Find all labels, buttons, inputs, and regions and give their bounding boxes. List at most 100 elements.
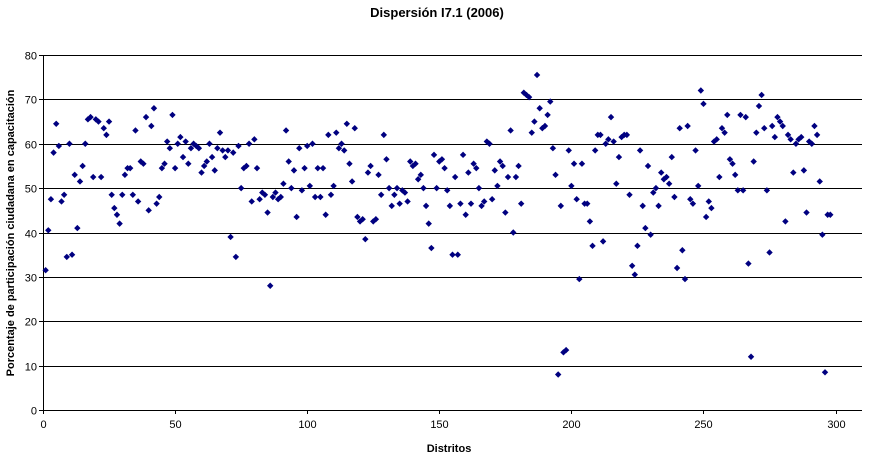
- data-point: [293, 213, 300, 221]
- data-point: [227, 233, 234, 241]
- data-point: [82, 140, 89, 147]
- ytick-label-70: 70: [25, 95, 37, 107]
- xtick-label-200: 200: [562, 419, 580, 431]
- data-point: [473, 164, 480, 172]
- data-point: [208, 153, 216, 161]
- data-point: [417, 171, 424, 179]
- data-point: [47, 196, 55, 203]
- data-point: [716, 173, 723, 181]
- xtick-label-300: 300: [827, 419, 845, 431]
- data-point: [710, 138, 718, 145]
- data-point: [599, 238, 607, 245]
- data-point: [827, 211, 834, 218]
- data-point: [819, 231, 826, 238]
- ytick-label-20: 20: [25, 317, 37, 329]
- data-point: [658, 169, 665, 176]
- data-point: [372, 215, 380, 223]
- data-point: [737, 111, 744, 119]
- data-point: [576, 275, 583, 283]
- data-point: [97, 173, 105, 181]
- data-point: [695, 182, 702, 190]
- data-point: [103, 131, 110, 139]
- data-point: [66, 140, 73, 147]
- data-point: [803, 209, 810, 216]
- data-point: [774, 113, 781, 121]
- data-point: [150, 105, 158, 112]
- data-point: [375, 171, 382, 179]
- data-point: [351, 125, 358, 132]
- data-point: [158, 164, 166, 172]
- data-point: [288, 184, 295, 192]
- data-point: [74, 224, 81, 232]
- data-point: [499, 162, 506, 170]
- data-point: [554, 371, 562, 378]
- data-point: [610, 138, 617, 145]
- data-point: [169, 111, 176, 119]
- data-point: [55, 142, 63, 150]
- data-point: [470, 160, 477, 167]
- data-point: [348, 178, 356, 185]
- data-point: [750, 158, 757, 165]
- data-point: [428, 244, 435, 252]
- data-point: [235, 142, 242, 150]
- data-point: [166, 144, 174, 152]
- data-point: [808, 140, 816, 147]
- data-point: [475, 184, 483, 192]
- data-point: [399, 187, 406, 194]
- data-point: [451, 173, 459, 181]
- data-point: [663, 173, 670, 181]
- data-point: [533, 71, 541, 79]
- data-point: [679, 247, 686, 254]
- data-point: [214, 144, 221, 152]
- ytick-label-60: 60: [25, 140, 37, 152]
- data-point: [491, 167, 498, 174]
- data-point: [584, 200, 591, 207]
- data-point: [676, 125, 683, 132]
- data-point: [364, 169, 372, 176]
- data-point: [182, 138, 189, 145]
- data-point: [282, 127, 290, 134]
- data-point: [230, 149, 237, 156]
- data-point: [650, 189, 657, 196]
- data-point: [60, 191, 68, 198]
- data-point: [319, 164, 327, 172]
- axes: [39, 55, 862, 414]
- data-point: [544, 111, 551, 119]
- data-point: [224, 147, 232, 154]
- data-point: [248, 198, 255, 205]
- data-point: [261, 191, 269, 198]
- data-point: [171, 164, 179, 172]
- ytick-label-80: 80: [25, 51, 37, 63]
- data-point: [449, 251, 456, 258]
- ytick-label-0: 0: [31, 406, 37, 418]
- data-point: [359, 215, 366, 223]
- data-point: [438, 156, 446, 163]
- data-point: [702, 213, 710, 221]
- data-point: [195, 144, 203, 152]
- data-point: [269, 193, 277, 201]
- data-point: [457, 200, 464, 207]
- data-point: [671, 193, 678, 201]
- ytick-label-50: 50: [25, 184, 37, 196]
- data-point: [483, 138, 491, 145]
- data-point: [68, 251, 76, 258]
- data-point: [681, 275, 689, 283]
- data-point: [243, 162, 250, 170]
- data-point: [290, 167, 298, 174]
- data-point: [816, 178, 823, 185]
- data-point: [528, 129, 535, 136]
- data-point: [95, 118, 102, 125]
- data-point: [362, 235, 369, 243]
- data-point: [613, 180, 620, 187]
- xtick-label-100: 100: [298, 419, 316, 431]
- data-point: [462, 211, 469, 218]
- data-point: [113, 211, 121, 218]
- data-point: [536, 105, 543, 112]
- data-point: [211, 167, 218, 174]
- data-point: [652, 184, 660, 192]
- xtick-label-250: 250: [694, 419, 712, 431]
- data-point: [705, 198, 712, 205]
- data-point: [388, 202, 395, 210]
- data-point: [602, 140, 609, 147]
- data-point: [253, 164, 261, 172]
